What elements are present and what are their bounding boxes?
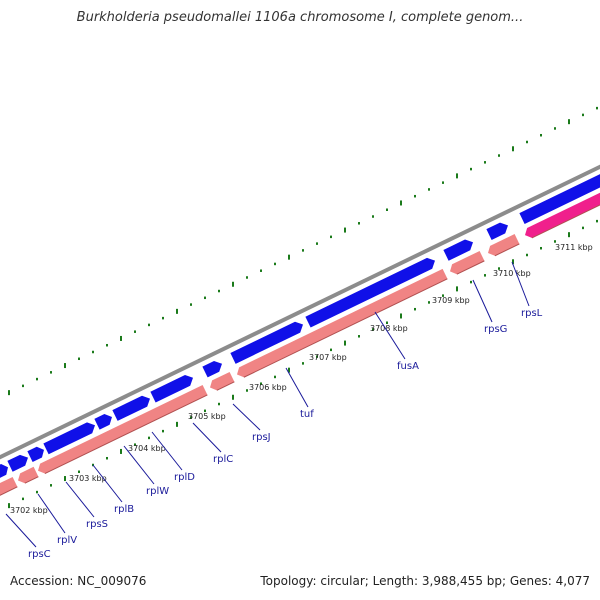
gene-label[interactable]: rpsG [484,324,507,335]
forward-gene-arrow[interactable] [94,412,114,430]
accession-text: Accession: NC_009076 [10,574,147,588]
backbone-line [0,164,600,460]
gene-label[interactable]: fusA [397,361,419,372]
forward-strand-track [0,171,600,479]
kbp-tick-label: 3707 kbp [309,353,347,362]
gene-leader-line [123,445,155,485]
gene-labels: rpsC rplV rpsS rplB rplW rplD rplC rpsJ tuf fusA r… [5,261,543,560]
reverse-gene-arrow[interactable] [486,234,520,258]
gene-leader-line [472,279,493,323]
gene-label[interactable]: rplV [57,535,77,546]
kbp-tick-label: 3704 kbp [128,444,166,453]
gene-leader-line [511,261,530,307]
kbp-tick-label: 3703 kbp [69,474,107,483]
kbp-scale: 3702 kbp 3703 kbp 3704 kbp 3705 kbp 3706 kbp… [10,243,593,515]
gene-leader-line [5,513,37,548]
gene-label[interactable]: rplB [114,504,134,515]
reverse-gene-arrow[interactable] [448,250,485,276]
gene-label[interactable]: rplD [174,472,195,483]
gene-leader-line [374,311,406,360]
gene-label[interactable]: tuf [300,409,314,420]
reverse-gene-arrow[interactable] [0,476,18,499]
forward-gene-arrow[interactable] [27,444,46,463]
kbp-tick-label: 3709 kbp [432,296,470,305]
genome-summary-text: Topology: circular; Length: 3,988,455 bp… [260,574,590,588]
gene-label[interactable]: rpsC [28,549,51,560]
kbp-tick-label: 3702 kbp [10,506,48,515]
forward-gene-arrow[interactable] [443,237,475,261]
gc-content-ticks [8,106,598,509]
forward-gene-arrow[interactable] [0,462,11,479]
kbp-tick-label: 3711 kbp [555,243,593,252]
kbp-tick-label: 3706 kbp [249,383,287,392]
forward-gene-arrow[interactable] [150,372,195,403]
gene-leader-line [65,481,95,518]
gene-leader-line [37,493,66,534]
forward-gene-arrow[interactable] [486,220,510,240]
gene-label[interactable]: rplC [213,454,233,465]
forward-gene-arrow[interactable] [7,452,30,472]
map-title: Burkholderia pseudomallei 1106a chromoso… [76,10,524,25]
forward-gene-arrow[interactable] [43,420,97,455]
reverse-gene-arrow[interactable] [523,189,600,240]
reverse-gene-arrow[interactable] [16,466,39,486]
gene-label[interactable]: rpsS [86,519,108,530]
reverse-gene-arrow[interactable] [235,268,448,380]
gene-label[interactable]: rpsJ [252,432,271,443]
gene-leader-line [192,422,222,453]
kbp-tick-label: 3705 kbp [188,412,226,421]
kbp-tick-label: 3710 kbp [493,269,531,278]
reverse-gene-arrow[interactable] [36,385,208,476]
reverse-gene-arrow[interactable] [208,371,235,393]
gene-label[interactable]: rpsL [521,308,543,319]
gene-leader-line [232,403,261,431]
gene-leader-line [92,464,123,503]
gene-leader-line [151,431,183,471]
reverse-strand-track [0,189,600,499]
gene-leader-line [285,367,309,408]
forward-gene-arrow[interactable] [519,171,600,224]
forward-gene-arrow[interactable] [230,319,305,364]
forward-gene-arrow[interactable] [112,393,152,421]
forward-gene-arrow[interactable] [305,255,437,328]
gene-label[interactable]: rplW [146,486,169,497]
forward-gene-arrow[interactable] [202,358,224,378]
kbp-tick-label: 3708 kbp [370,324,408,333]
